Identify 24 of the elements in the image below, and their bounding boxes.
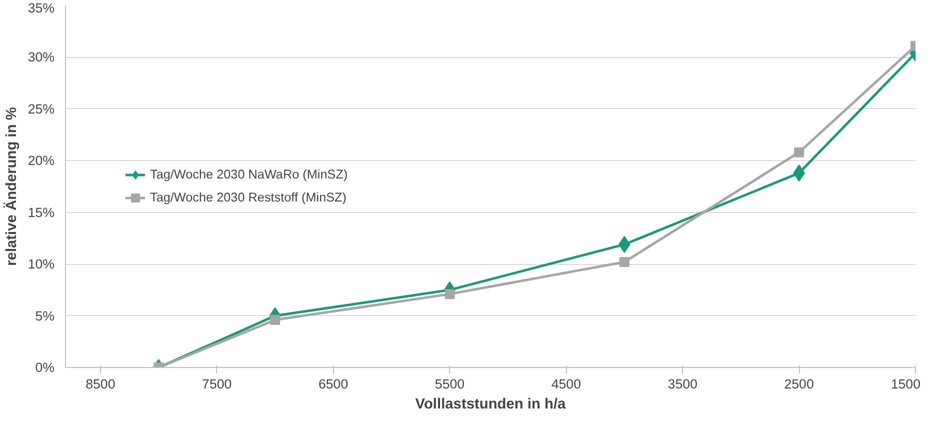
y-tick-label: 30% — [28, 50, 55, 65]
y-tick-label: 10% — [28, 256, 55, 272]
y-tick-label: 35% — [28, 0, 55, 16]
x-tick-label: 2500 — [784, 376, 814, 392]
x-tick-label: 8500 — [86, 376, 116, 392]
y-tick-label: 0% — [35, 360, 55, 375]
point — [444, 289, 455, 300]
point — [619, 257, 630, 268]
x-tick-label: 7500 — [202, 376, 232, 392]
x-axis-title: Volllaststunden in h/a — [415, 396, 567, 412]
legend-label: Tag/Woche 2030 Reststoff (MinSZ) — [150, 190, 346, 204]
y-tick-label: 20% — [28, 153, 55, 168]
x-tick-label: 1500 — [890, 376, 921, 392]
x-tick-label: 4500 — [551, 376, 582, 392]
x-tick-label: 3500 — [668, 376, 698, 392]
y-tick-label: 25% — [28, 101, 55, 116]
x-tick-label: 5500 — [434, 376, 465, 392]
point — [270, 314, 280, 325]
point — [794, 147, 804, 158]
x-tick-label: 6500 — [318, 376, 348, 392]
y-axis-title: relative Änderung in % — [2, 107, 20, 266]
legend-label: Tag/Woche 2030 NaWaRo (MinSZ) — [150, 168, 348, 182]
y-tick-label: 15% — [28, 204, 55, 220]
y-tick-label: 5% — [35, 308, 55, 324]
